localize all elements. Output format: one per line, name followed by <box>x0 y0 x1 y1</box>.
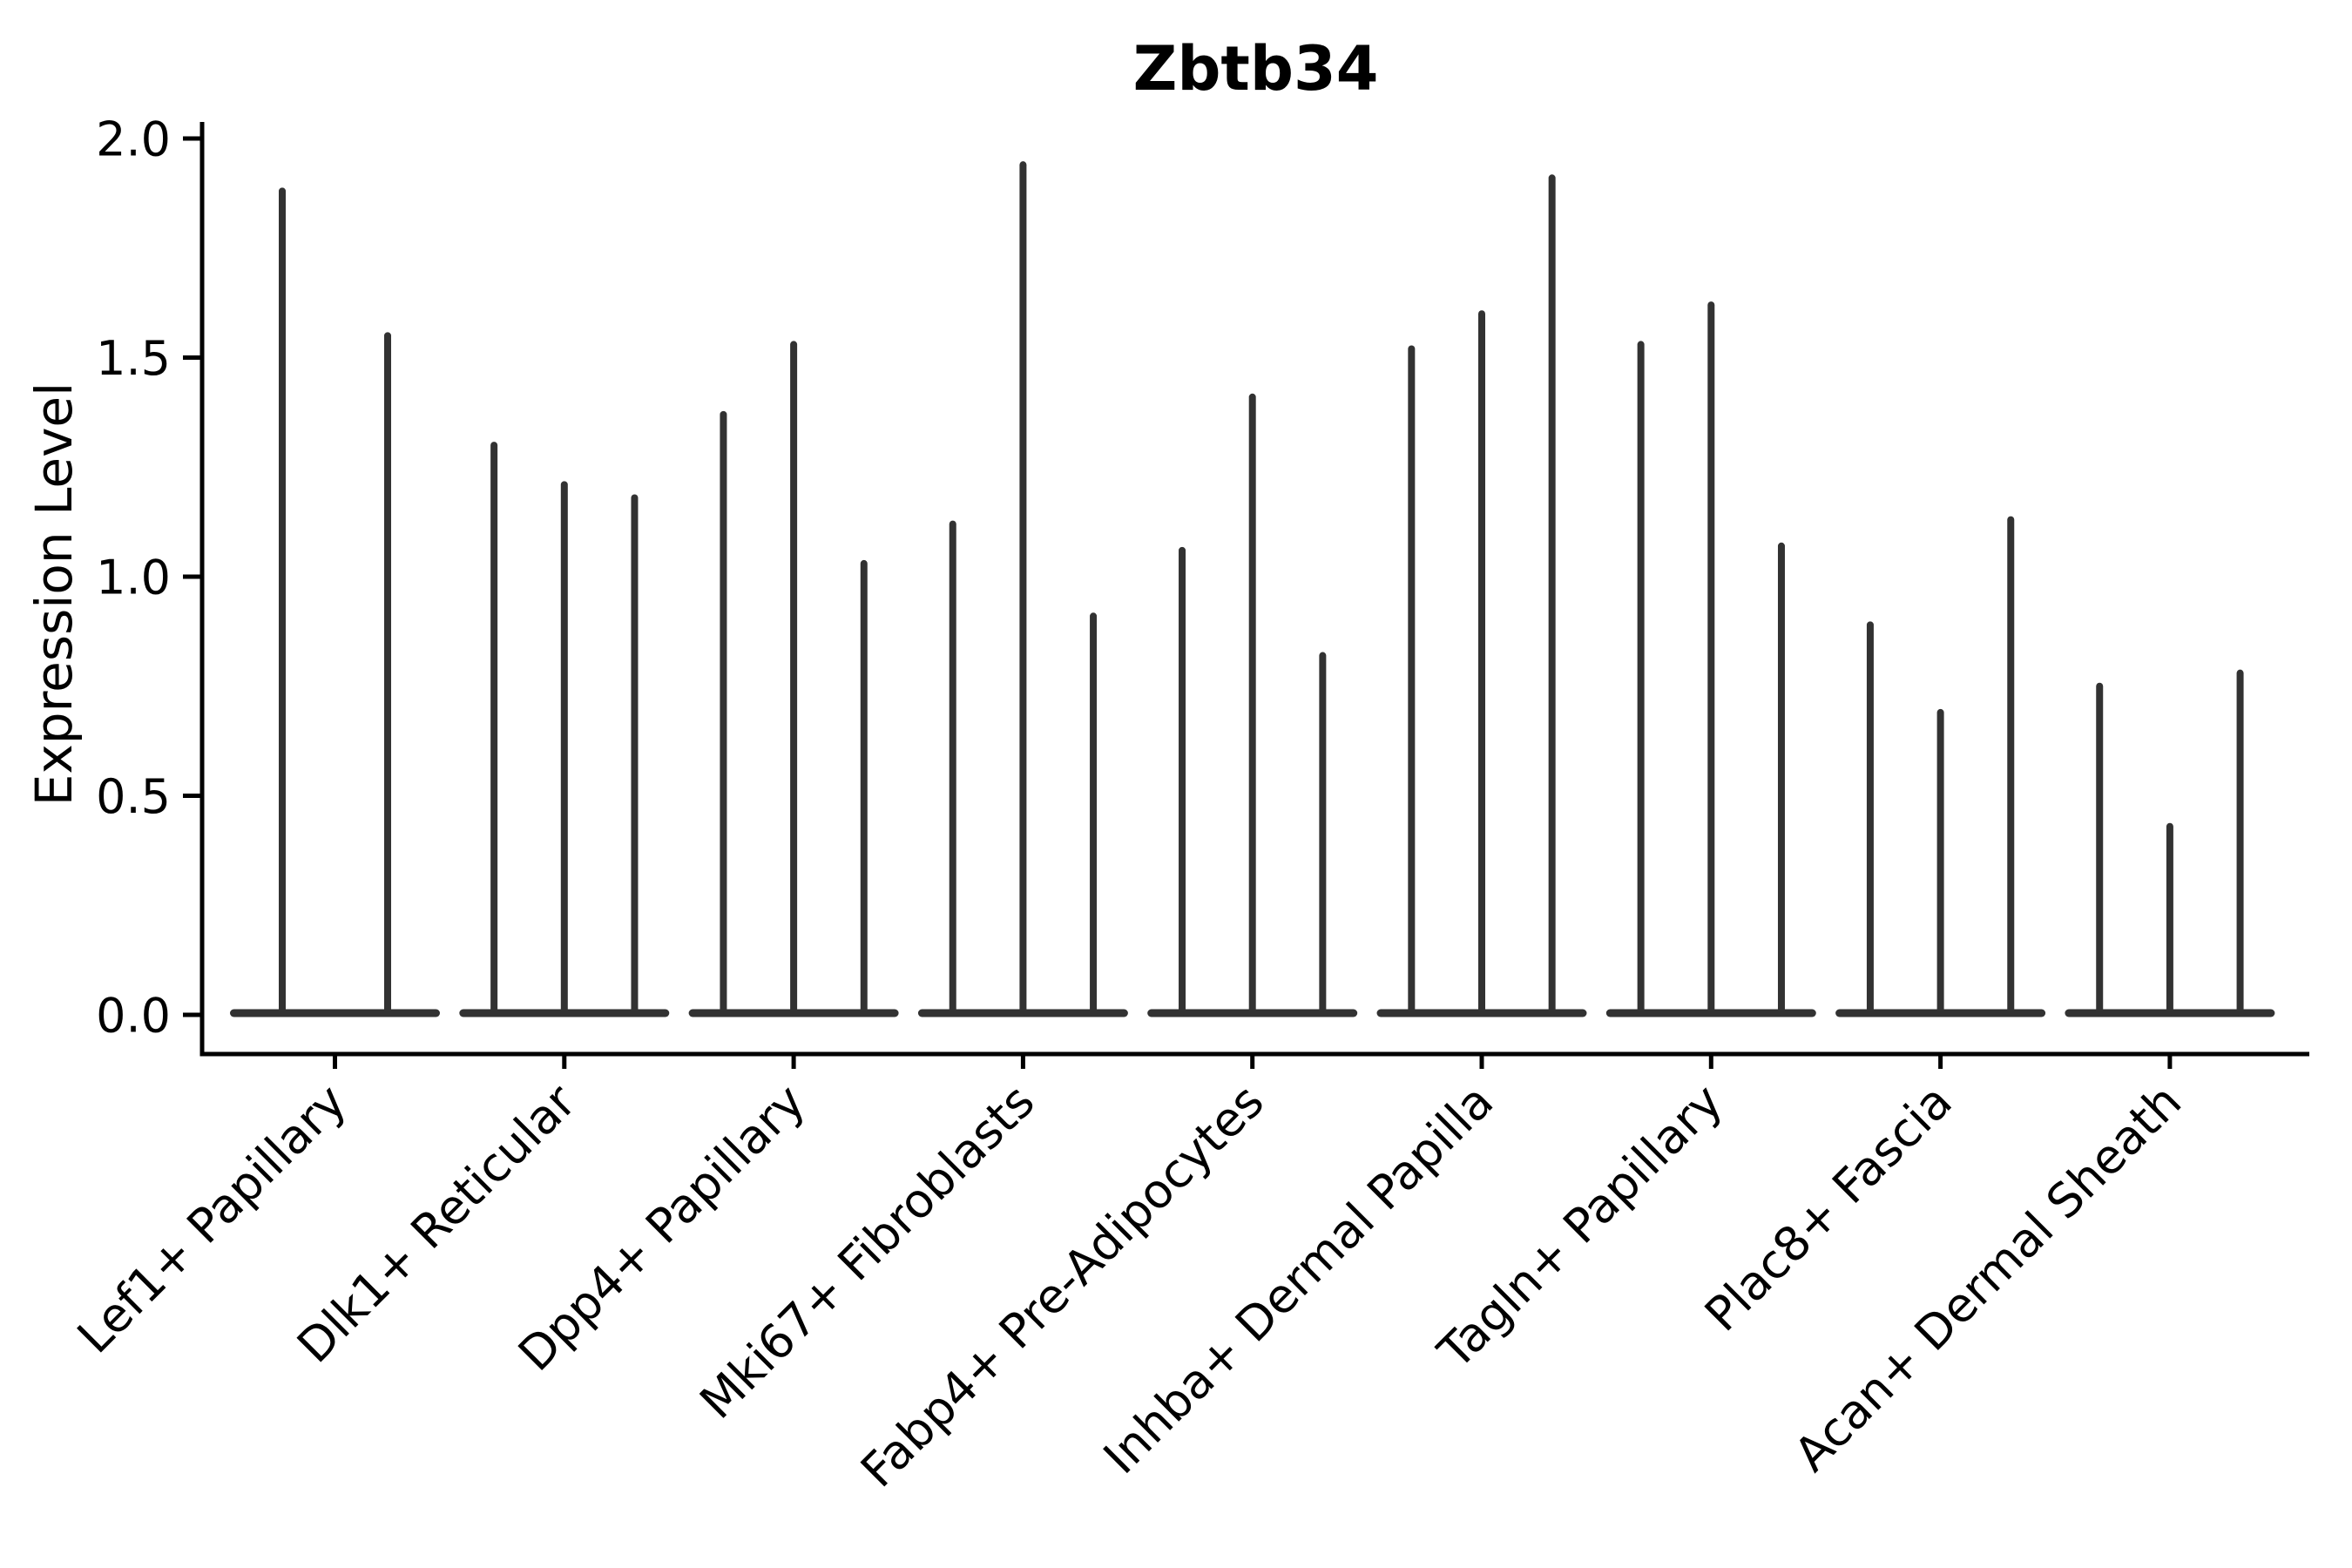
y-tick-label: 1.5 <box>96 331 171 386</box>
x-tick-label: Acan+ Dermal Sheath <box>1784 1074 2192 1482</box>
x-tick-label: Fabp4+ Pre-Adipocytes <box>850 1074 1274 1498</box>
x-tick-label: Inhba+ Dermal Papilla <box>1093 1074 1504 1484</box>
y-tick-label: 2.0 <box>96 112 171 166</box>
y-tick-label: 0.0 <box>96 988 171 1043</box>
x-tick-label: Plac8+ Fascia <box>1694 1074 1963 1342</box>
y-tick-label: 1.0 <box>96 550 171 605</box>
chart-title: Zbtb34 <box>1132 33 1379 105</box>
y-tick-label: 0.5 <box>96 769 171 824</box>
